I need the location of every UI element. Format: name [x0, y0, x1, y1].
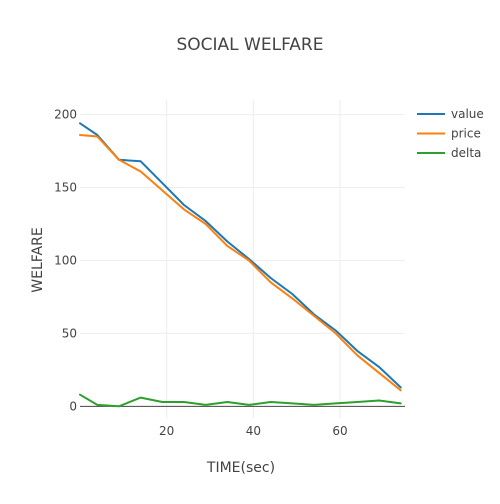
grid	[80, 100, 405, 418]
x-axis-title: TIME(sec)	[206, 460, 275, 476]
x-tick-label: 60	[332, 424, 347, 438]
series-line-price[interactable]	[79, 134, 402, 392]
chart-title: SOCIAL WELFARE	[177, 35, 324, 55]
y-tick-label: 200	[54, 108, 77, 122]
y-tick-label: 50	[62, 326, 77, 340]
series-line-delta[interactable]	[79, 393, 402, 408]
legend[interactable]: value price delta	[417, 107, 484, 160]
legend-label: delta	[451, 146, 481, 160]
y-axis-title: WELFARE	[30, 227, 46, 292]
legend-label: price	[451, 127, 481, 141]
y-tick-label: 150	[54, 181, 77, 195]
legend-label: value	[451, 107, 484, 121]
x-axis-ticks: 20 40 60	[159, 424, 348, 438]
y-tick-label: 0	[69, 399, 77, 413]
legend-item-price[interactable]: price	[417, 127, 481, 141]
x-tick-label: 40	[246, 424, 261, 438]
legend-item-delta[interactable]: delta	[417, 146, 481, 160]
x-tick-label: 20	[159, 424, 174, 438]
series-lines	[79, 122, 402, 408]
legend-item-value[interactable]: value	[417, 107, 484, 121]
y-tick-label: 100	[54, 253, 77, 267]
y-axis-ticks: 0 50 100 150 200	[54, 108, 77, 414]
series-line-value[interactable]	[79, 122, 402, 389]
